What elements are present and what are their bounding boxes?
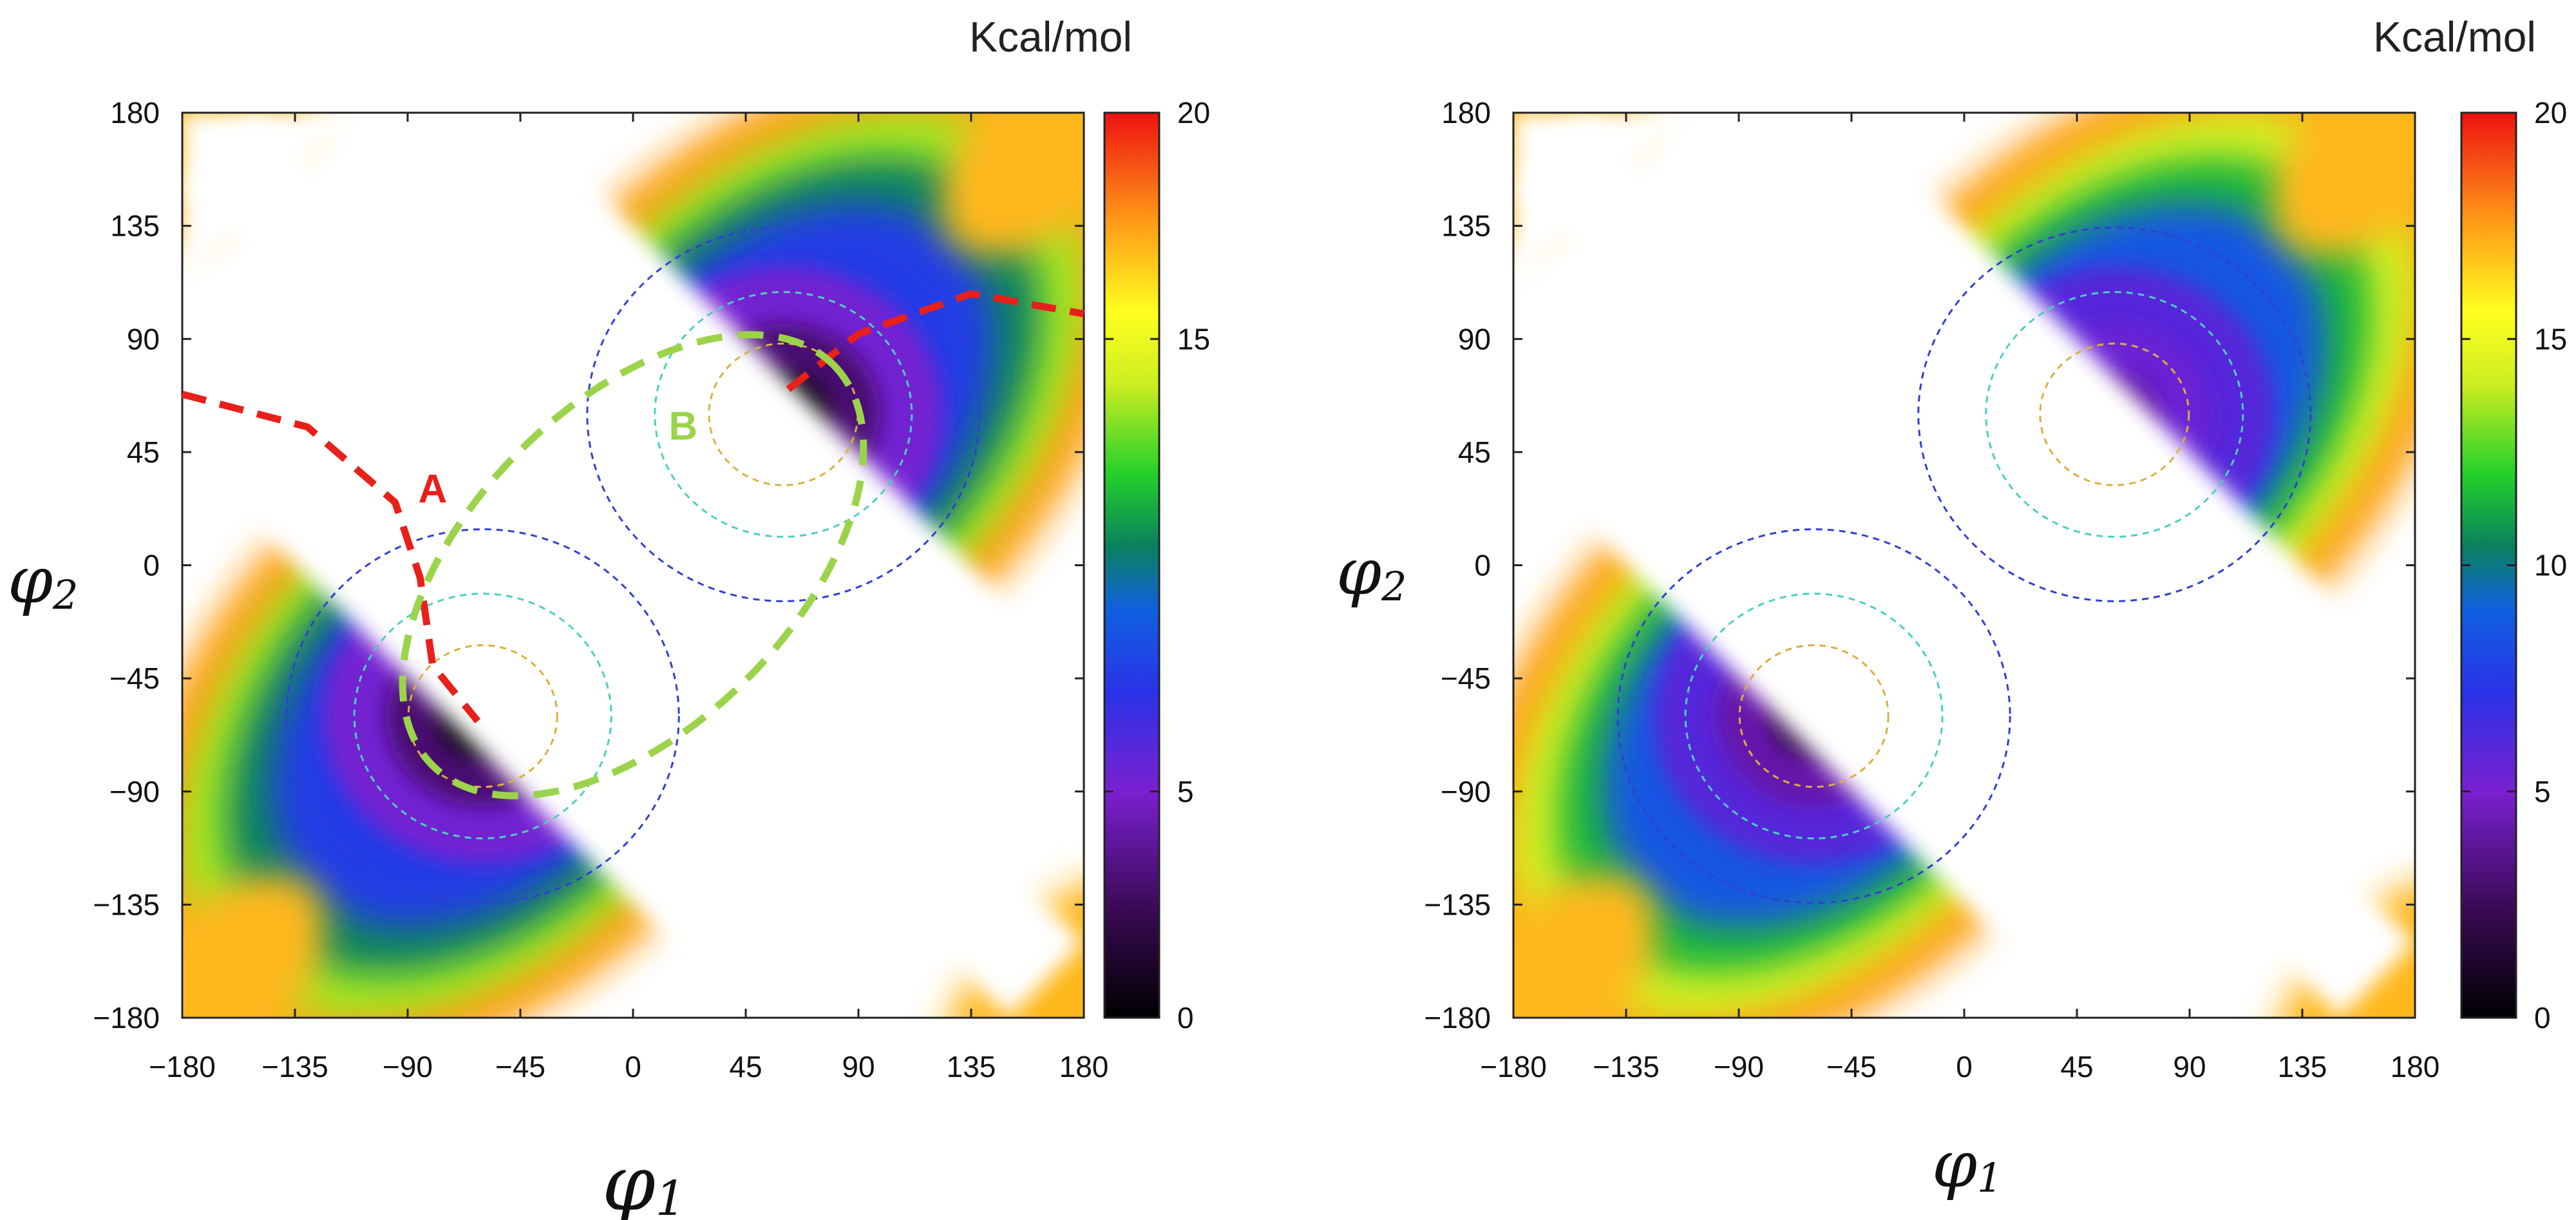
left-colorbar-unit-label: Kcal/mol bbox=[969, 13, 1132, 61]
path-a-line bbox=[181, 390, 481, 723]
right-y-tick-label: 90 bbox=[1458, 322, 1491, 356]
path-b-ellipse bbox=[399, 331, 867, 799]
left-y-tick-label: 45 bbox=[127, 435, 160, 469]
left-contour-line bbox=[285, 528, 680, 904]
right-excluded-band-upper bbox=[1513, 113, 1689, 289]
right-x-tick-label: −45 bbox=[1826, 1050, 1877, 1083]
left-y-tick-label: −135 bbox=[93, 888, 160, 921]
right-contour-line bbox=[2039, 342, 2190, 486]
right-x-axis-label: φ1 bbox=[1932, 1127, 2002, 1202]
left-colorbar-tick-label: 5 bbox=[1177, 775, 1194, 808]
right-contour-line bbox=[1738, 644, 1889, 788]
right-colorbar bbox=[2460, 111, 2517, 1019]
right-y-tick-label: 45 bbox=[1458, 435, 1491, 469]
right-x-tick-label: 135 bbox=[2278, 1050, 2327, 1083]
left-x-tick-label: 135 bbox=[947, 1050, 996, 1083]
right-panel: −180 −135 −90 −45 0 45 90 135 180 −180 −135 −90 −45… bbox=[1336, 13, 2567, 1202]
left-contour-line bbox=[353, 593, 612, 840]
left-y-tick-label: 0 bbox=[143, 549, 160, 582]
left-panel: −180 −135 −90 −45 0 45 90 135 180 −180 −135 −90 −45… bbox=[8, 13, 1210, 1220]
right-colorbar-tick-label: 20 bbox=[2534, 96, 2567, 129]
right-colorbar-tick-label: 10 bbox=[2534, 549, 2567, 582]
path-label-b: B bbox=[668, 404, 697, 448]
right-y-tick-label: 135 bbox=[1441, 209, 1491, 243]
left-colorbar-tick-label: 15 bbox=[1177, 322, 1210, 356]
left-energy-region bbox=[940, 113, 1084, 256]
left-colorbar-tick-label: 20 bbox=[1177, 96, 1210, 129]
left-x-tick-label: 45 bbox=[729, 1050, 762, 1083]
left-energy-region bbox=[940, 874, 1084, 1018]
left-colorbar-tick-label: 0 bbox=[1177, 1001, 1194, 1034]
right-energy-region bbox=[2271, 874, 2415, 1018]
right-excluded-band-center bbox=[1513, 113, 2415, 1018]
right-colorbar-tick-label: 5 bbox=[2534, 775, 2551, 808]
right-y-tick-label: −180 bbox=[1424, 1001, 1491, 1034]
left-x-tick-label: −180 bbox=[149, 1050, 216, 1083]
left-excluded-band-center bbox=[182, 113, 1084, 1018]
left-annotations: AB bbox=[181, 290, 1084, 799]
right-contour-line bbox=[1917, 226, 2312, 602]
right-energy-region bbox=[2271, 113, 2415, 256]
left-x-tick-label: −135 bbox=[261, 1050, 328, 1083]
right-y-tick-label: 0 bbox=[1474, 549, 1491, 582]
left-y-tick-label: −45 bbox=[109, 662, 160, 695]
left-colorbar bbox=[1103, 111, 1160, 1019]
left-y-tick-label: 90 bbox=[127, 322, 160, 356]
left-contour-line bbox=[586, 226, 981, 602]
right-y-ticks: −180 −135 −90 −45 0 45 90 135 180 bbox=[1424, 96, 2415, 1034]
left-y-tick-label: 180 bbox=[110, 96, 160, 129]
right-colorbar-tick-label: 15 bbox=[2534, 322, 2567, 356]
right-y-axis-label: φ2 bbox=[1336, 534, 1406, 610]
left-energy-region bbox=[182, 874, 326, 1018]
right-y-tick-label: 180 bbox=[1441, 96, 1491, 129]
right-colorbar-unit-label: Kcal/mol bbox=[2373, 13, 2536, 61]
left-x-tick-label: −45 bbox=[495, 1050, 545, 1083]
left-x-tick-label: 180 bbox=[1059, 1050, 1109, 1083]
right-x-tick-label: 180 bbox=[2391, 1050, 2440, 1083]
left-excluded-band-upper bbox=[182, 113, 358, 289]
right-contour-line bbox=[1616, 528, 2011, 904]
left-x-tick-label: 90 bbox=[842, 1050, 875, 1083]
right-x-tick-label: −135 bbox=[1593, 1050, 1660, 1083]
left-energy-map bbox=[182, 113, 1084, 1018]
path-label-a: A bbox=[418, 467, 447, 511]
left-colorbar-ticks: 0 5 15 20 bbox=[1104, 96, 1210, 1034]
right-x-ticks: −180 −135 −90 −45 0 45 90 135 180 bbox=[1480, 113, 2439, 1083]
left-contour-line bbox=[407, 644, 558, 788]
right-x-tick-label: −180 bbox=[1480, 1050, 1547, 1083]
left-y-ticks: −180 −135 −90 −45 0 45 90 135 180 bbox=[93, 96, 1084, 1034]
right-y-tick-label: −90 bbox=[1441, 775, 1491, 808]
right-energy-region bbox=[1513, 874, 1657, 1018]
right-contour-line bbox=[1985, 291, 2244, 538]
left-contour-line bbox=[654, 291, 913, 538]
left-y-axis-label: φ2 bbox=[8, 542, 78, 618]
right-y-tick-label: −45 bbox=[1441, 662, 1491, 695]
left-x-ticks: −180 −135 −90 −45 0 45 90 135 180 bbox=[149, 113, 1108, 1083]
left-x-axis-label: φ1 bbox=[602, 1139, 686, 1220]
path-a-line-upper bbox=[786, 290, 1084, 392]
left-x-tick-label: −90 bbox=[383, 1050, 433, 1083]
right-x-tick-label: 0 bbox=[1956, 1050, 1973, 1083]
right-colorbar-ticks: 0 5 10 15 20 bbox=[2461, 96, 2567, 1034]
right-y-tick-label: −135 bbox=[1424, 888, 1491, 921]
right-energy-map bbox=[1513, 113, 2415, 1018]
left-x-tick-label: 0 bbox=[625, 1050, 641, 1083]
right-x-tick-label: 45 bbox=[2060, 1050, 2093, 1083]
left-y-tick-label: 135 bbox=[110, 209, 160, 243]
right-x-tick-label: 90 bbox=[2173, 1050, 2206, 1083]
right-contour-line bbox=[1684, 593, 1944, 840]
left-y-tick-label: −180 bbox=[93, 1001, 160, 1034]
right-x-tick-label: −90 bbox=[1714, 1050, 1764, 1083]
right-colorbar-tick-label: 0 bbox=[2534, 1001, 2551, 1034]
left-y-tick-label: −90 bbox=[109, 775, 160, 808]
